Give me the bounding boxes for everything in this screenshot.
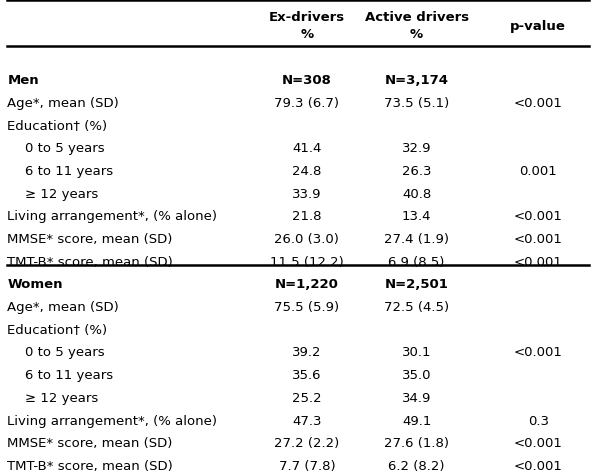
Text: <0.001: <0.001 (514, 233, 563, 246)
Text: 73.5 (5.1): 73.5 (5.1) (384, 97, 449, 110)
Text: 26.3: 26.3 (402, 165, 432, 178)
Text: p-value: p-value (510, 20, 566, 33)
Text: 75.5 (5.9): 75.5 (5.9) (274, 301, 340, 314)
Text: 6.2 (8.2): 6.2 (8.2) (389, 460, 445, 473)
Text: Age*, mean (SD): Age*, mean (SD) (7, 301, 119, 314)
Text: Active drivers
%: Active drivers % (365, 11, 468, 41)
Text: N=1,220: N=1,220 (275, 278, 339, 291)
Text: N=3,174: N=3,174 (384, 74, 449, 87)
Text: <0.001: <0.001 (514, 210, 563, 223)
Text: 35.0: 35.0 (402, 369, 432, 382)
Text: N=308: N=308 (282, 74, 332, 87)
Text: MMSE* score, mean (SD): MMSE* score, mean (SD) (7, 233, 173, 246)
Text: 49.1: 49.1 (402, 415, 432, 427)
Text: 30.1: 30.1 (402, 347, 432, 359)
Text: N=2,501: N=2,501 (384, 278, 449, 291)
Text: 72.5 (4.5): 72.5 (4.5) (384, 301, 449, 314)
Text: 0.3: 0.3 (527, 415, 549, 427)
Text: ≥ 12 years: ≥ 12 years (25, 188, 98, 201)
Text: <0.001: <0.001 (514, 97, 563, 110)
Text: Living arrangement*, (% alone): Living arrangement*, (% alone) (7, 210, 218, 223)
Text: Ex-drivers
%: Ex-drivers % (269, 11, 345, 41)
Text: Age*, mean (SD): Age*, mean (SD) (7, 97, 119, 110)
Text: <0.001: <0.001 (514, 256, 563, 269)
Text: <0.001: <0.001 (514, 437, 563, 450)
Text: 35.6: 35.6 (292, 369, 322, 382)
Text: MMSE* score, mean (SD): MMSE* score, mean (SD) (7, 437, 173, 450)
Text: 79.3 (6.7): 79.3 (6.7) (274, 97, 339, 110)
Text: 41.4: 41.4 (292, 142, 322, 155)
Text: 39.2: 39.2 (292, 347, 322, 359)
Text: 24.8: 24.8 (292, 165, 322, 178)
Text: 27.4 (1.9): 27.4 (1.9) (384, 233, 449, 246)
Text: 40.8: 40.8 (402, 188, 432, 201)
Text: 6 to 11 years: 6 to 11 years (25, 369, 113, 382)
Text: 47.3: 47.3 (292, 415, 322, 427)
Text: 25.2: 25.2 (292, 392, 322, 405)
Text: 27.6 (1.8): 27.6 (1.8) (384, 437, 449, 450)
Text: Men: Men (7, 74, 39, 87)
Text: 6 to 11 years: 6 to 11 years (25, 165, 113, 178)
Text: 7.7 (7.8): 7.7 (7.8) (278, 460, 335, 473)
Text: TMT-B* score, mean (SD): TMT-B* score, mean (SD) (7, 256, 173, 269)
Text: <0.001: <0.001 (514, 347, 563, 359)
Text: ≥ 12 years: ≥ 12 years (25, 392, 98, 405)
Text: 0 to 5 years: 0 to 5 years (25, 142, 105, 155)
Text: 32.9: 32.9 (402, 142, 432, 155)
Text: Women: Women (7, 278, 63, 291)
Text: TMT-B* score, mean (SD): TMT-B* score, mean (SD) (7, 460, 173, 473)
Text: Education† (%): Education† (%) (7, 324, 107, 337)
Text: 11.5 (12.2): 11.5 (12.2) (270, 256, 344, 269)
Text: 34.9: 34.9 (402, 392, 432, 405)
Text: 27.2 (2.2): 27.2 (2.2) (274, 437, 340, 450)
Text: 0.001: 0.001 (519, 165, 557, 178)
Text: Education† (%): Education† (%) (7, 119, 107, 133)
Text: 6.9 (8.5): 6.9 (8.5) (389, 256, 445, 269)
Text: <0.001: <0.001 (514, 460, 563, 473)
Text: 0 to 5 years: 0 to 5 years (25, 347, 105, 359)
Text: 33.9: 33.9 (292, 188, 322, 201)
Text: 26.0 (3.0): 26.0 (3.0) (275, 233, 339, 246)
Text: Living arrangement*, (% alone): Living arrangement*, (% alone) (7, 415, 218, 427)
Text: 21.8: 21.8 (292, 210, 322, 223)
Text: 13.4: 13.4 (402, 210, 432, 223)
